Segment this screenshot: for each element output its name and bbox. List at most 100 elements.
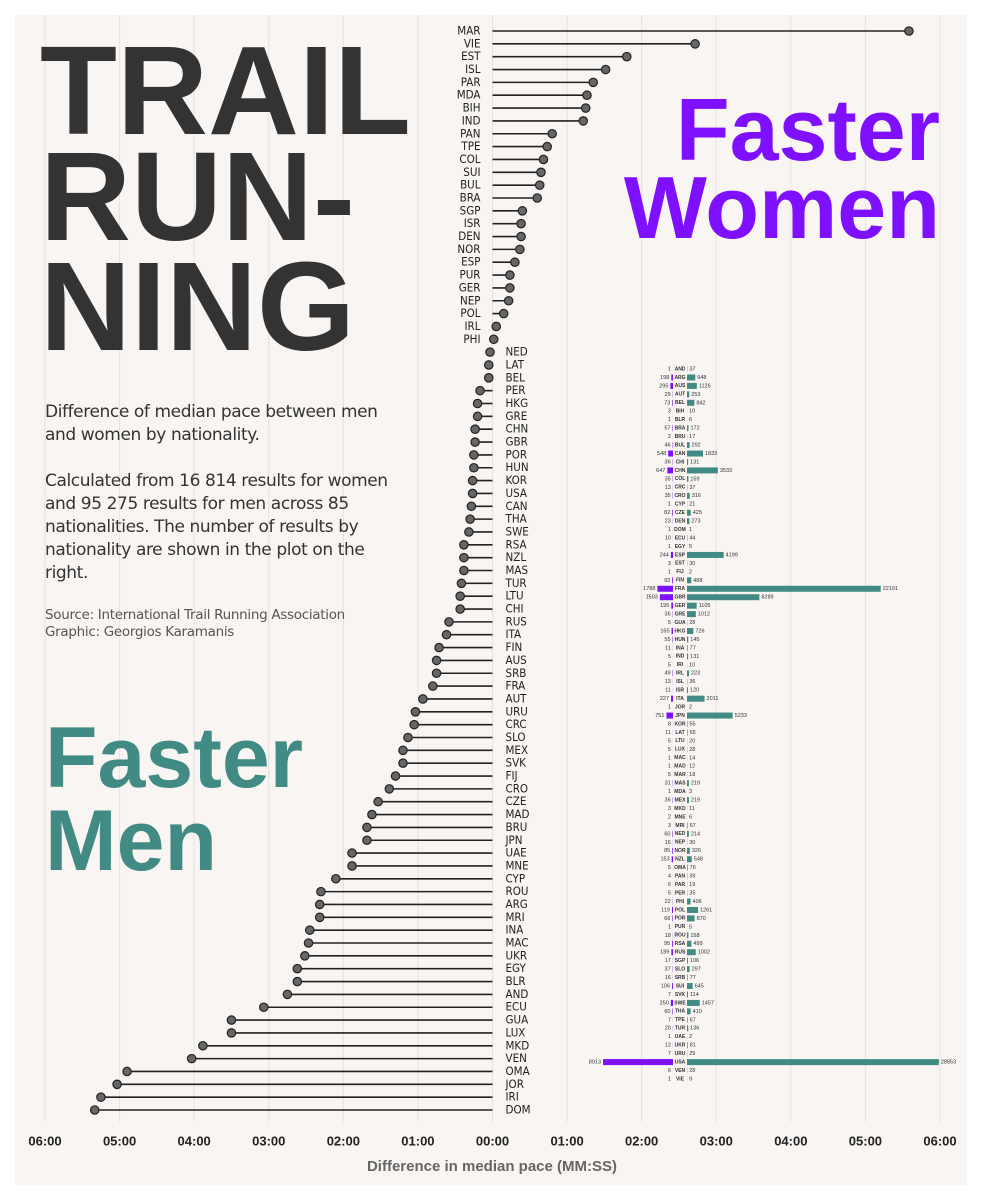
bar-label-women: 5 (668, 738, 671, 744)
bar-label-women: 5 (668, 891, 671, 897)
category-label: SLO (506, 730, 526, 744)
bar-category: MNE (674, 814, 686, 820)
bar-label-women: 1 (668, 502, 671, 508)
bar-men (687, 999, 700, 1006)
dot (434, 642, 444, 653)
bar-category: USA (675, 1059, 686, 1065)
category-label: POL (460, 306, 480, 320)
category-label: GER (459, 280, 481, 294)
category-label: IRI (506, 1090, 519, 1104)
bar-category: MAD (674, 764, 686, 770)
dot (455, 591, 465, 601)
bar-category: GER (675, 603, 686, 609)
bar-category: NEP (675, 840, 686, 846)
bar-label-men: 44 (689, 536, 695, 542)
bar-category: ITA (676, 696, 684, 702)
dot (515, 244, 525, 255)
bar-men (687, 594, 760, 601)
bar-category: ISL (676, 679, 684, 685)
bar-men (687, 957, 688, 964)
dot (469, 462, 479, 473)
bar-men (687, 391, 690, 398)
bar-women (672, 940, 673, 947)
category-label: ESP (461, 255, 480, 269)
bar-label-men: 1002 (698, 950, 710, 956)
dot (534, 180, 545, 190)
dot (292, 963, 303, 974)
bar-label-women: 5 (668, 654, 671, 660)
bar-label-women: 12 (665, 1043, 671, 1049)
category-label: HKG (506, 396, 529, 410)
dot (472, 411, 483, 422)
bar-women (672, 847, 673, 854)
bar-category: TPE (675, 1017, 685, 1023)
bar-category: MDA (674, 789, 686, 795)
dot (475, 385, 485, 396)
dot (226, 1015, 237, 1025)
x-tick-label: 02:00 (625, 1133, 658, 1148)
category-label: FIJ (506, 769, 518, 783)
bar-category: PUR (675, 924, 686, 930)
bar-label-men: 131 (690, 654, 699, 660)
bar-category: VIE (676, 1076, 685, 1082)
dot (488, 334, 499, 345)
x-tick-label: 06:00 (28, 1133, 61, 1148)
dot (431, 668, 442, 679)
bar-label-women: 1 (668, 755, 671, 761)
bar-label-men: 37 (689, 485, 695, 491)
bar-women (672, 399, 673, 406)
bar-label-men: 292 (692, 443, 701, 449)
bar-label-women: 37 (665, 967, 671, 973)
bar-category: ISR (676, 688, 685, 694)
bar-label-women: 8 (668, 721, 671, 727)
dot (600, 64, 611, 75)
bar-label-women: 20 (665, 1026, 671, 1032)
bar-label-men: 10 (689, 409, 695, 415)
dot (904, 26, 914, 36)
bar-category: ARG (674, 375, 685, 381)
category-label: NZL (506, 550, 527, 564)
bar-label-women: 244 (660, 552, 669, 558)
bar-label-men: 1261 (700, 907, 712, 913)
dot (459, 540, 469, 550)
bar-men (687, 670, 689, 677)
bar-label-men: 36 (689, 679, 695, 685)
title-line: TRAIL (40, 20, 411, 161)
category-label: SWE (506, 524, 529, 538)
bar-women (671, 856, 673, 863)
bar-label-women: 60 (664, 1009, 670, 1015)
bar-category: IRI (677, 662, 684, 668)
bar-label-men: 499 (693, 941, 702, 947)
dot (198, 1040, 208, 1051)
dot (580, 103, 591, 113)
category-label: MRI (506, 910, 525, 924)
bar-label-women: 16 (665, 840, 671, 846)
bar-label-men: 120 (690, 688, 699, 694)
bar-label-women: 153 (660, 857, 669, 863)
bar-label-women: 23 (665, 519, 671, 525)
bar-label-men: 9 (689, 1076, 692, 1082)
category-label: KOR (506, 473, 527, 487)
bar-label-men: 39 (689, 874, 695, 880)
title-line: RUN- (40, 126, 355, 267)
category-label: ITA (506, 627, 522, 641)
dot (483, 373, 494, 383)
dot (362, 835, 372, 846)
dot (578, 116, 589, 126)
bar-category: AND (675, 366, 686, 372)
bar-category: MEX (675, 797, 687, 803)
bar-men (687, 551, 724, 558)
bar-women (672, 577, 673, 584)
bar-label-women: 165 (660, 628, 669, 634)
bar-category: POL (675, 907, 685, 913)
bar-label-men: 406 (693, 899, 702, 905)
bar-label-men: 870 (697, 916, 706, 922)
category-label: FIN (506, 640, 523, 654)
category-label: CRO (506, 781, 529, 795)
bar-men (687, 492, 690, 499)
bar-category: MRI (675, 823, 685, 829)
dot (331, 873, 341, 884)
dot (428, 681, 438, 691)
bar-category: COL (675, 476, 686, 482)
category-label: CHI (506, 602, 524, 616)
